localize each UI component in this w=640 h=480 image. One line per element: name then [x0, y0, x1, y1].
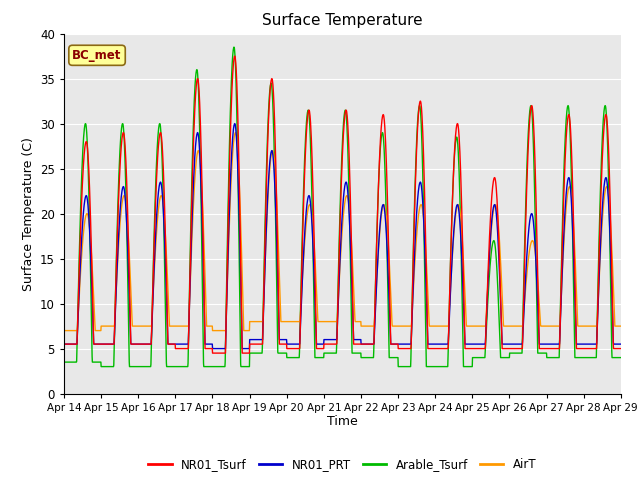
NR01_Tsurf — [216, 350, 223, 356]
NR01_PRT — [209, 346, 216, 351]
NR01_Tsurf — [231, 53, 239, 59]
AirT — [371, 314, 379, 320]
NR01_PRT — [617, 341, 625, 347]
NR01_PRT — [505, 341, 513, 347]
Arable_Tsurf — [60, 359, 68, 365]
NR01_PRT — [359, 341, 367, 347]
Arable_Tsurf — [584, 355, 591, 360]
AirT — [617, 323, 625, 329]
Arable_Tsurf — [97, 364, 105, 370]
AirT — [232, 130, 239, 135]
NR01_Tsurf — [371, 300, 379, 306]
NR01_PRT — [60, 341, 68, 347]
NR01_Tsurf — [584, 346, 591, 351]
X-axis label: Time: Time — [327, 415, 358, 429]
AirT — [359, 323, 367, 329]
Line: AirT: AirT — [64, 132, 621, 331]
NR01_PRT — [371, 316, 379, 322]
Text: BC_met: BC_met — [72, 49, 122, 62]
AirT — [568, 196, 575, 202]
Arable_Tsurf — [505, 355, 513, 360]
AirT — [504, 323, 512, 329]
Arable_Tsurf — [568, 204, 576, 210]
NR01_PRT — [568, 212, 576, 218]
Arable_Tsurf — [371, 298, 379, 304]
AirT — [584, 323, 591, 329]
AirT — [60, 328, 68, 334]
Line: NR01_Tsurf: NR01_Tsurf — [64, 56, 621, 353]
NR01_PRT — [584, 341, 591, 347]
Arable_Tsurf — [216, 364, 223, 370]
NR01_Tsurf — [60, 341, 68, 347]
NR01_Tsurf — [505, 346, 513, 351]
NR01_Tsurf — [568, 164, 576, 170]
NR01_Tsurf — [209, 350, 216, 356]
NR01_PRT — [231, 121, 239, 127]
NR01_Tsurf — [359, 341, 367, 347]
Line: NR01_PRT: NR01_PRT — [64, 124, 621, 348]
Title: Surface Temperature: Surface Temperature — [262, 13, 422, 28]
Arable_Tsurf — [359, 355, 367, 360]
Arable_Tsurf — [617, 355, 625, 360]
NR01_PRT — [216, 346, 223, 351]
Arable_Tsurf — [230, 44, 238, 50]
Legend: NR01_Tsurf, NR01_PRT, Arable_Tsurf, AirT: NR01_Tsurf, NR01_PRT, Arable_Tsurf, AirT — [143, 454, 541, 476]
Line: Arable_Tsurf: Arable_Tsurf — [64, 47, 621, 367]
AirT — [216, 328, 223, 334]
Y-axis label: Surface Temperature (C): Surface Temperature (C) — [22, 137, 35, 290]
NR01_Tsurf — [617, 346, 625, 351]
